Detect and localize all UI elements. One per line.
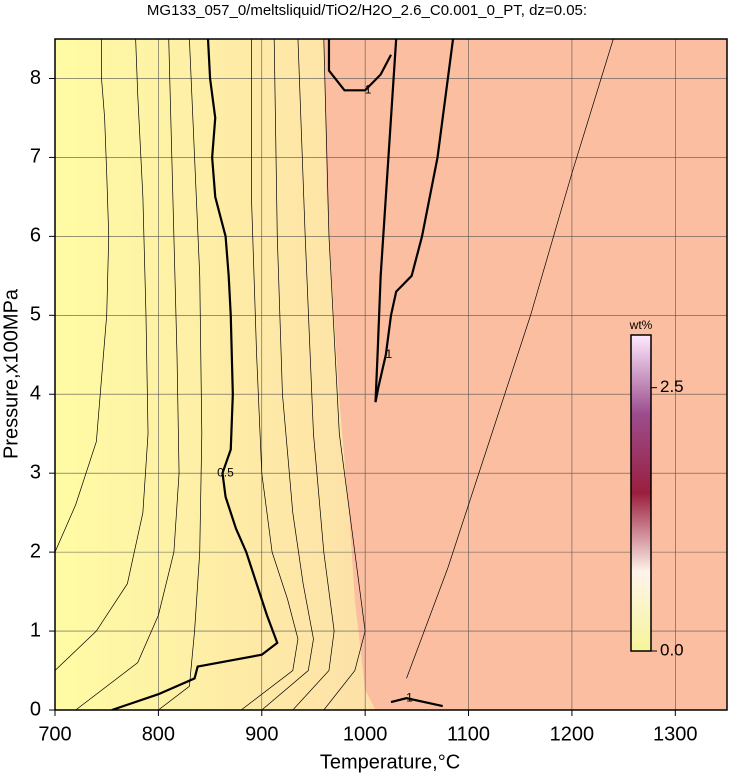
contour-line [55, 39, 110, 553]
y-tick-label: 7 [30, 146, 41, 168]
x-tick-label: 1000 [343, 723, 388, 745]
contour-line [261, 39, 314, 710]
y-tick-label: 6 [30, 225, 41, 247]
y-tick-label: 2 [30, 540, 41, 562]
x-tick-label: 1300 [653, 723, 698, 745]
y-tick-label: 8 [30, 67, 41, 89]
contour-label: 1 [385, 347, 392, 361]
plot-frame [54, 38, 728, 711]
contour-line [240, 39, 299, 710]
x-tick-label: 1200 [550, 723, 595, 745]
y-axis-label: Pressure,x100MPa [0, 288, 22, 459]
colorbar-tick-label: 0.0 [660, 640, 684, 659]
contour-line [406, 39, 614, 679]
y-tick-label: 1 [30, 619, 41, 641]
x-axis-label: Temperature,°C [320, 751, 460, 773]
contour-label: 1 [406, 690, 413, 704]
contour-line [374, 39, 455, 403]
plot-area [55, 39, 727, 710]
y-tick-label: 5 [30, 304, 41, 326]
x-tick-label: 800 [142, 723, 175, 745]
contour-label: 1 [365, 82, 372, 96]
colorbar-title: wt% [629, 318, 653, 332]
contour-line [75, 39, 180, 710]
contour-line [327, 39, 392, 92]
contour-line [55, 39, 149, 671]
x-tick-label: 900 [245, 723, 278, 745]
contour-line [292, 39, 335, 710]
x-tick-label: 700 [38, 723, 71, 745]
contour-line [111, 39, 279, 710]
colorbar-tick-label: 2.5 [660, 377, 684, 396]
contour-line [390, 697, 443, 708]
chart-title: MG133_057_0/meltsliquid/TiO2/H2O_2.6_C0.… [147, 2, 587, 19]
y-tick-label: 4 [30, 383, 41, 405]
contour-line [323, 39, 366, 710]
x-tick-label: 1100 [447, 723, 490, 745]
contour-line [158, 39, 203, 710]
contour-layer [55, 39, 727, 710]
contour-label: 0.5 [217, 465, 234, 479]
y-tick-label: 3 [30, 461, 41, 483]
y-tick-label: 0 [30, 698, 41, 720]
field-region [55, 39, 376, 710]
colorbar [630, 334, 652, 652]
